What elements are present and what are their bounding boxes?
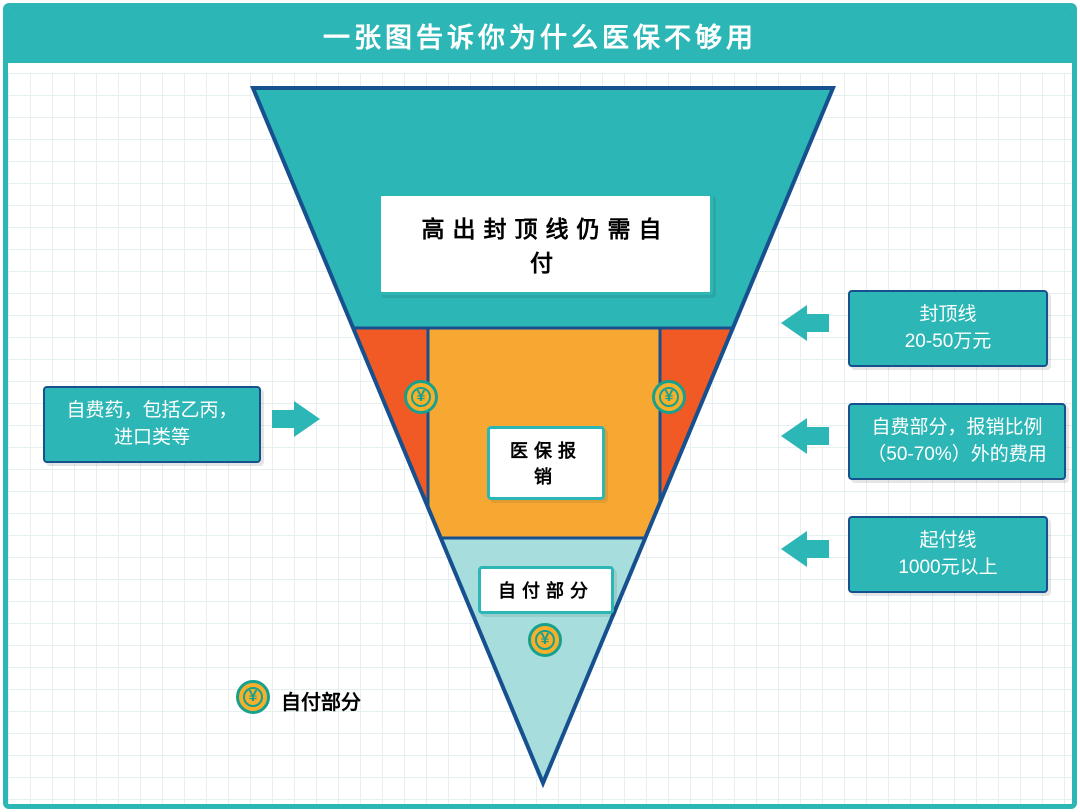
sidebox-right-bottom: 起付线 1000元以上 — [848, 516, 1048, 593]
top-section-text: 高出封顶线仍需自付 — [421, 210, 670, 278]
legend-coin-icon: ¥ — [236, 680, 270, 714]
arrow-right-icon — [294, 401, 320, 437]
sidebox-right-bottom-text: 起付线 1000元以上 — [898, 528, 997, 581]
sidebox-right-top-text: 封顶线 20-50万元 — [905, 302, 992, 355]
page-title: 一张图告诉你为什么医保不够用 — [323, 16, 757, 55]
top-section-label: 高出封顶线仍需自付 — [378, 193, 713, 295]
sidebox-right-top: 封顶线 20-50万元 — [848, 290, 1048, 367]
coin-icon: ¥ — [528, 623, 562, 657]
outer-frame: 一张图告诉你为什么医保不够用 蜗牛 高出封顶线仍需自付 医保报销 自付部分 — [3, 3, 1077, 809]
title-bar: 一张图告诉你为什么医保不够用 — [8, 8, 1072, 63]
arrow-left-icon — [781, 305, 807, 341]
arrow-left-icon — [781, 418, 807, 454]
bottom-section-label: 自付部分 — [478, 566, 614, 614]
arrow-left-icon — [781, 531, 807, 567]
sidebox-right-mid: 自费部分，报销比例 （50-70%）外的费用 — [848, 403, 1066, 480]
mid-section-label: 医保报销 — [487, 426, 605, 500]
sidebox-left-mid-text: 自费药，包括乙丙， 进口类等 — [66, 398, 237, 451]
coin-icon: ¥ — [652, 380, 686, 414]
bottom-section-text: 自付部分 — [498, 577, 594, 603]
mid-section-text: 医保报销 — [504, 437, 588, 489]
sidebox-right-mid-text: 自费部分，报销比例 （50-70%）外的费用 — [867, 415, 1047, 468]
legend-label: 自付部分 — [281, 686, 361, 715]
sidebox-left-mid: 自费药，包括乙丙， 进口类等 — [43, 386, 261, 463]
coin-icon: ¥ — [404, 380, 438, 414]
